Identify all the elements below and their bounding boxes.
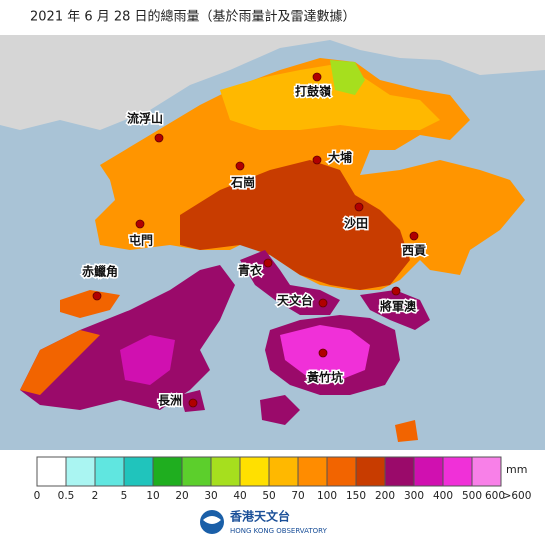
legend-swatch: [268, 456, 299, 487]
lantau-west: [20, 330, 100, 395]
legend-swatch: [442, 456, 473, 487]
land-redbrown: [180, 160, 410, 290]
legend-label: 500: [462, 490, 482, 502]
legend-label: 50: [262, 490, 275, 502]
legend-label: 300: [404, 490, 424, 502]
legend-swatch: [297, 456, 328, 487]
legend-label: 30: [204, 490, 217, 502]
place-label: 沙田: [344, 217, 368, 231]
legend-swatch: [181, 456, 212, 487]
legend-label: 200: [375, 490, 395, 502]
title: 2021 年 6 月 28 日的總雨量（基於雨量計及雷達數據）: [30, 9, 356, 25]
legend-label: >600: [503, 490, 532, 502]
station-dot: [235, 161, 245, 171]
land-gold: [220, 65, 440, 130]
place-label: 流浮山: [127, 111, 163, 126]
legend-swatch: [239, 456, 270, 487]
logo-mark: [203, 516, 221, 524]
station-dot: [318, 348, 328, 358]
legend-label: 600: [485, 490, 505, 502]
place-label: 青衣: [238, 263, 262, 278]
airport: [60, 290, 120, 318]
legend-swatch: [210, 456, 241, 487]
kowloon-purple: [240, 250, 340, 315]
station-dot: [312, 72, 322, 82]
lantau-magenta: [120, 335, 175, 385]
place-label: 石崗: [230, 175, 255, 190]
legend: mm 0 0.5 2 5 10 20 30 40 50 70 100 150 200 300 400 500 6…: [34, 456, 532, 502]
lantau: [20, 265, 235, 410]
footer: 香港天文台 HONG KONG OBSERVATORY: [200, 509, 328, 535]
station-dot: [318, 298, 328, 308]
land-green: [330, 60, 365, 95]
place-label: 赤鱲角: [82, 264, 118, 279]
station-dot: [409, 231, 419, 241]
legend-swatch: [152, 456, 183, 487]
legend-swatch: [384, 456, 415, 487]
legend-swatch: [123, 456, 154, 487]
legend-swatch: [326, 456, 357, 487]
place-label: 西貢: [402, 244, 426, 258]
legend-swatch: [355, 456, 386, 487]
station-dot: [92, 291, 102, 301]
org-name-zh: 香港天文台: [229, 509, 290, 524]
legend-label: 0: [34, 490, 41, 502]
place-label: 天文台: [277, 293, 313, 308]
legend-swatch: [65, 456, 96, 487]
lamma: [260, 395, 300, 425]
place-label: 打鼓嶺: [295, 84, 332, 99]
legend-label: 20: [175, 490, 188, 502]
station-dot: [263, 258, 273, 268]
station-dot: [312, 155, 322, 165]
legend-label: 10: [146, 490, 159, 502]
station-dot: [391, 286, 401, 296]
station-dot: [154, 133, 164, 143]
legend-label: 70: [291, 490, 304, 502]
station-dot: [188, 398, 198, 408]
org-name-en: HONG KONG OBSERVATORY: [230, 527, 328, 535]
legend-swatch: [36, 456, 67, 487]
map: [0, 35, 545, 450]
legend-swatch: [413, 456, 444, 487]
place-label: 屯門: [129, 233, 153, 248]
place-label: 長洲: [158, 393, 182, 408]
legend-label: 0.5: [58, 490, 75, 502]
station-dot: [354, 202, 364, 212]
tko: [360, 290, 430, 330]
legend-swatch: [94, 456, 125, 487]
legend-label: 40: [233, 490, 246, 502]
place-label: 大埔: [328, 150, 352, 165]
legend-label: 400: [433, 490, 453, 502]
place-label: 黃竹坑: [306, 370, 343, 385]
legend-label: 5: [121, 490, 128, 502]
mainland: [0, 35, 545, 130]
station-dot: [135, 219, 145, 229]
legend-label: 2: [92, 490, 99, 502]
legend-swatch: [471, 456, 502, 487]
legend-label: 150: [346, 490, 366, 502]
legend-label: 100: [317, 490, 337, 502]
legend-unit: mm: [506, 463, 527, 476]
islet: [395, 420, 418, 442]
place-label: 將軍澳: [380, 299, 417, 314]
